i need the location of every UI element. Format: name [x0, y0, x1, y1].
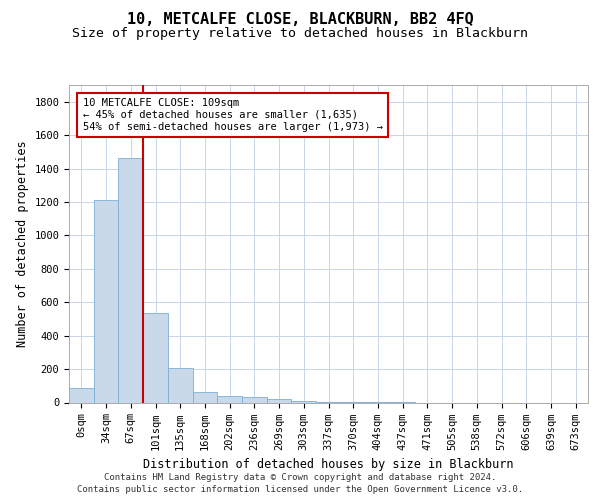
Bar: [118, 158, 143, 402]
Bar: [168, 368, 193, 402]
Bar: [292, 401, 316, 402]
Text: 10, METCALFE CLOSE, BLACKBURN, BB2 4FQ: 10, METCALFE CLOSE, BLACKBURN, BB2 4FQ: [127, 12, 473, 28]
Bar: [267, 399, 292, 402]
Bar: [193, 392, 217, 402]
Bar: [69, 388, 94, 402]
X-axis label: Distribution of detached houses by size in Blackburn: Distribution of detached houses by size …: [143, 458, 514, 471]
Bar: [94, 200, 118, 402]
Text: 10 METCALFE CLOSE: 109sqm
← 45% of detached houses are smaller (1,635)
54% of se: 10 METCALFE CLOSE: 109sqm ← 45% of detac…: [83, 98, 383, 132]
Bar: [242, 398, 267, 402]
Text: Size of property relative to detached houses in Blackburn: Size of property relative to detached ho…: [72, 28, 528, 40]
Text: Contains HM Land Registry data © Crown copyright and database right 2024.
Contai: Contains HM Land Registry data © Crown c…: [77, 472, 523, 494]
Y-axis label: Number of detached properties: Number of detached properties: [16, 140, 29, 347]
Bar: [143, 313, 168, 402]
Bar: [217, 396, 242, 402]
